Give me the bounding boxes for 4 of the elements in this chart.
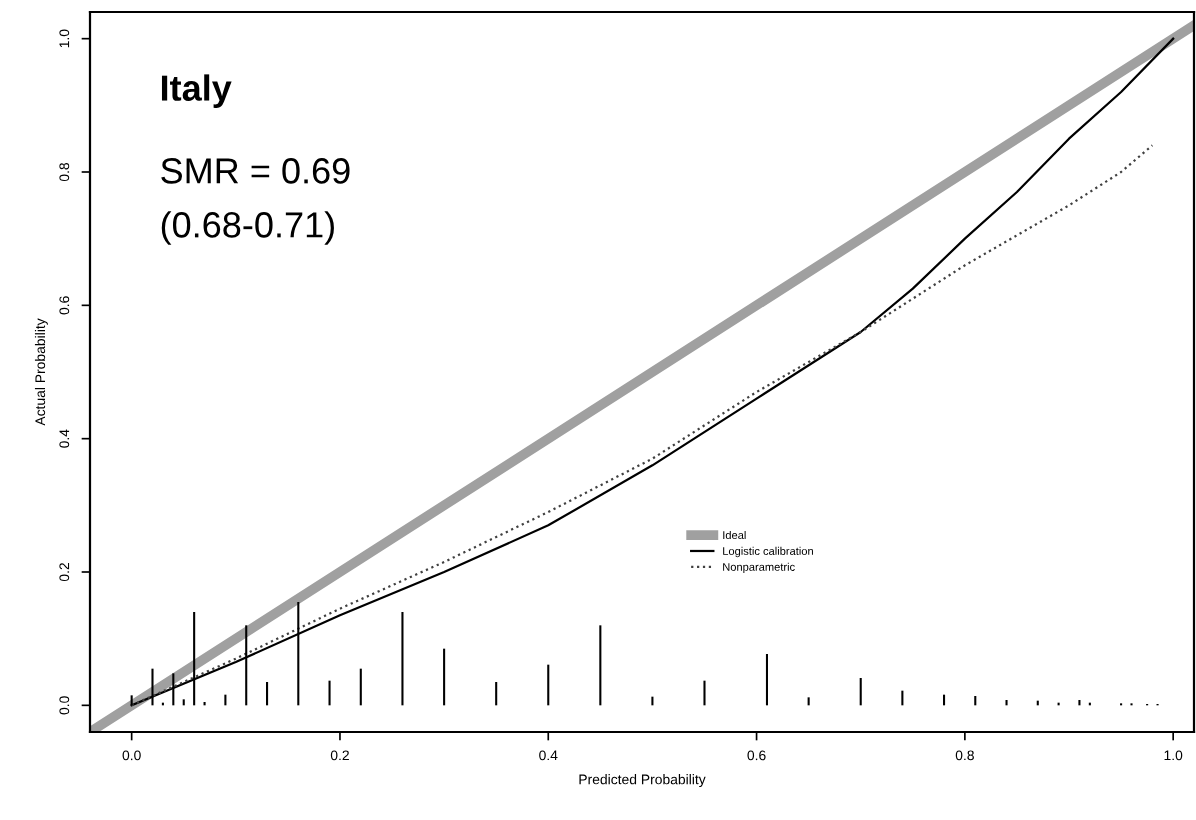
annotation: Italy	[161, 74, 232, 109]
line-series	[130, 144, 1154, 707]
annotation: (0.68-0.71)	[161, 211, 334, 245]
annotation: SMR = 0.69	[161, 158, 350, 184]
